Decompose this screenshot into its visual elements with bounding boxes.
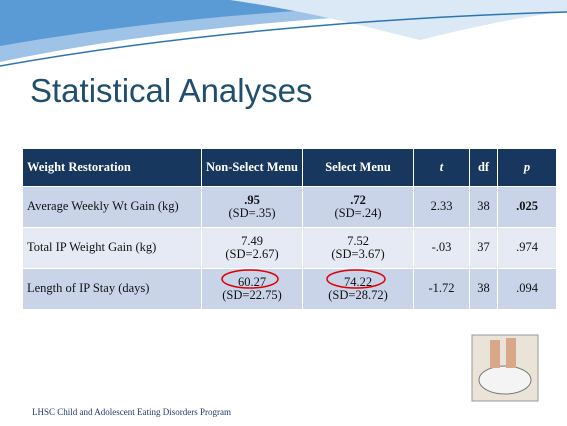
- header-cell: Weight Restoration: [23, 149, 202, 187]
- table-cell: -1.72: [414, 269, 470, 310]
- table-cell: Length of IP Stay (days): [23, 269, 202, 310]
- table-cell: Total IP Weight Gain (kg): [23, 228, 202, 269]
- table-cell: .72(SD=.24): [303, 187, 414, 228]
- slide-title: Statistical Analyses: [30, 72, 312, 110]
- sd-value: (SD=28.72): [307, 289, 409, 302]
- table-row: Length of IP Stay (days)60.27(SD=22.75)7…: [23, 269, 557, 310]
- table-cell: 60.27(SD=22.75): [202, 269, 303, 310]
- sd-value: (SD=3.67): [307, 248, 409, 261]
- table-cell: -.03: [414, 228, 470, 269]
- results-table: Weight Restoration Non-Select Menu Selec…: [22, 148, 557, 310]
- table-cell: .974: [498, 228, 557, 269]
- table-cell: 74.22(SD=28.72): [303, 269, 414, 310]
- table-cell: 2.33: [414, 187, 470, 228]
- table-cell: 7.52(SD=3.67): [303, 228, 414, 269]
- table-cell: 7.49(SD=2.67): [202, 228, 303, 269]
- table-row: Average Weekly Wt Gain (kg).95(SD=.35).7…: [23, 187, 557, 228]
- table-cell: 38: [470, 269, 498, 310]
- table-cell: 38: [470, 187, 498, 228]
- footer: LHSC Child and Adolescent Eating Disorde…: [32, 407, 231, 417]
- sd-value: (SD=.24): [307, 207, 409, 220]
- table-row: Total IP Weight Gain (kg)7.49(SD=2.67)7.…: [23, 228, 557, 269]
- header-cell: p: [524, 160, 530, 174]
- slide: Statistical Analyses Weight Restoration …: [0, 0, 567, 426]
- header-cell: df: [470, 149, 498, 187]
- scale-icon: [479, 366, 531, 394]
- feet-icon: [506, 338, 516, 368]
- header-cell: Select Menu: [303, 149, 414, 187]
- header-cell: t: [440, 160, 443, 174]
- feet-icon: [490, 340, 500, 368]
- table-cell: .025: [498, 187, 557, 228]
- header-cell: Non-Select Menu: [202, 149, 303, 187]
- table-cell: 37: [470, 228, 498, 269]
- cell-text: .025: [516, 199, 538, 213]
- table-cell: .094: [498, 269, 557, 310]
- sd-value: (SD=22.75): [206, 289, 298, 302]
- table-cell: .95(SD=.35): [202, 187, 303, 228]
- sd-value: (SD=.35): [206, 207, 298, 220]
- table-cell: Average Weekly Wt Gain (kg): [23, 187, 202, 228]
- header-row: Weight Restoration Non-Select Menu Selec…: [23, 149, 557, 187]
- sd-value: (SD=2.67): [206, 248, 298, 261]
